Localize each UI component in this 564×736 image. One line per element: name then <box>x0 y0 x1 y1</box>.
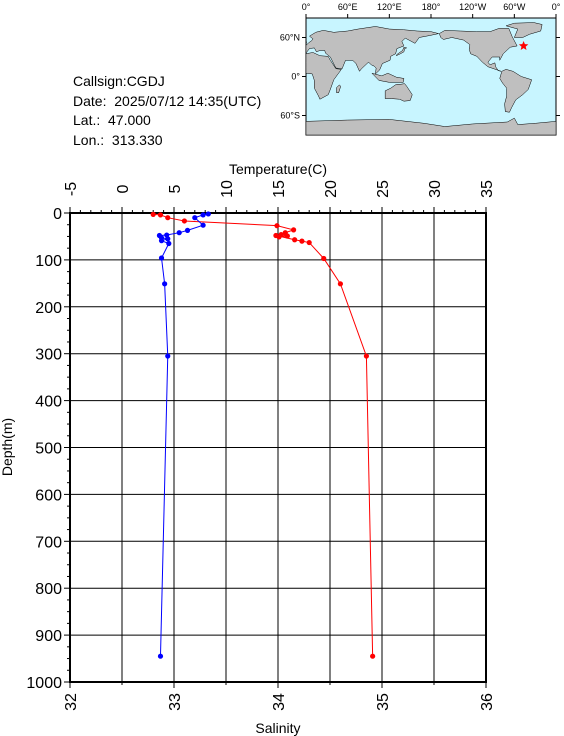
africa-land <box>305 52 342 100</box>
map-lon-label: 180° <box>422 2 441 12</box>
temperature-tick-label: 35 <box>479 180 496 198</box>
depth-tick-label: 900 <box>35 628 62 645</box>
map-lon-label: 0° <box>552 2 561 12</box>
temperature-point <box>165 215 171 221</box>
latitude-text: Lat.: 47.000 <box>73 112 151 128</box>
temperature-tick-label: 5 <box>167 184 184 193</box>
temperature-tick-label: 0 <box>115 184 132 193</box>
temperature-tick-label: 10 <box>219 180 236 198</box>
temperature-tick-label: 20 <box>323 180 340 198</box>
temperature-point <box>284 233 290 239</box>
depth-tick-label: 300 <box>35 347 62 364</box>
salinity-tick-label: 35 <box>375 693 392 711</box>
salinity-tick-label: 36 <box>479 693 496 711</box>
british-isles-land <box>305 38 307 45</box>
south-america-land <box>499 69 533 113</box>
chart-grid <box>69 212 487 683</box>
depth-tick-label: 800 <box>35 581 62 598</box>
map-lat-label: 0° <box>291 72 300 82</box>
temperature-point <box>306 239 312 246</box>
map-lon-label: 0° <box>302 2 311 12</box>
temperature-point <box>299 238 305 244</box>
salinity-point <box>200 212 206 218</box>
map-frame-ticks <box>302 14 560 116</box>
salinity-point <box>166 240 172 247</box>
depth-tick-label: 0 <box>53 206 62 223</box>
temperature-axis-title: Temperature(C) <box>229 161 327 177</box>
antarctica-land <box>305 117 557 136</box>
salinity-axis-title: Salinity <box>255 720 300 736</box>
depth-axis-title: Depth(m) <box>0 418 15 476</box>
station-info: Callsign:CGDJ Date: 2025/07/12 14:35(UTC… <box>73 72 261 150</box>
date-text: Date: 2025/07/12 14:35(UTC) <box>73 92 262 109</box>
temperature-point <box>292 237 298 243</box>
temperature-point <box>273 232 279 239</box>
temperature-point <box>321 255 327 262</box>
indonesia-land <box>371 72 405 83</box>
map-lon-label: 60°W <box>503 2 526 12</box>
temperature-point <box>157 212 164 218</box>
salinity-point <box>157 653 164 659</box>
depth-tick-label: 100 <box>35 253 62 270</box>
salinity-point <box>158 238 165 244</box>
temperature-point <box>363 353 369 359</box>
station-star-icon <box>518 40 529 50</box>
depth-tick-label: 400 <box>35 394 62 411</box>
salinity-point <box>165 353 171 359</box>
australia-land <box>384 83 413 102</box>
depth-tick-label: 200 <box>35 300 62 317</box>
north-america-land <box>439 28 518 72</box>
temperature-tick-label: -5 <box>63 182 80 196</box>
map-land <box>305 22 557 136</box>
depth-tick-label: 700 <box>35 534 62 551</box>
map-lat-label: 60°N <box>280 33 300 43</box>
eurasia-land <box>305 26 439 75</box>
salinity-point <box>176 230 182 236</box>
depth-tick-label: 500 <box>35 441 62 458</box>
temperature-point <box>274 223 280 229</box>
map-lon-label: 60°E <box>338 2 358 12</box>
salinity-tick-label: 34 <box>271 693 288 711</box>
salinity-point <box>205 211 211 217</box>
salinity-point <box>165 236 171 242</box>
longitude-text: Lon.: 313.330 <box>73 131 163 148</box>
temperature-point <box>150 211 156 218</box>
map-labels: 0° 60°E 120°E 180° 120°W 60°W 0° 60°N 0° 60°S <box>280 2 561 121</box>
salinity-point <box>192 215 198 221</box>
map-lon-label: 120°W <box>459 2 487 12</box>
temperature-point <box>181 218 187 224</box>
plot-frame <box>69 212 487 683</box>
temperature-tick-label: 30 <box>427 180 444 198</box>
data-series <box>150 211 376 659</box>
salinity-line <box>158 213 209 657</box>
salinity-point <box>158 255 165 261</box>
depth-tick-label: 600 <box>35 487 62 504</box>
temperature-point <box>337 281 343 287</box>
temperature-point <box>291 227 297 233</box>
callsign-text: Callsign:CGDJ <box>73 73 165 89</box>
salinity-tick-label: 32 <box>63 693 80 711</box>
temperature-point <box>370 653 376 659</box>
depth-tick-label: 1000 <box>26 675 62 692</box>
temperature-line <box>153 213 374 657</box>
temperature-tick-label: 15 <box>271 180 288 198</box>
salinity-point <box>162 281 168 287</box>
japan-land <box>395 46 408 57</box>
temperature-tick-label: 25 <box>375 180 392 198</box>
map-lat-label: 60°S <box>280 111 300 121</box>
map-lon-label: 120°E <box>377 2 402 12</box>
salinity-point <box>184 227 191 233</box>
salinity-point <box>200 222 206 228</box>
madagascar-land <box>336 84 342 93</box>
salinity-tick-label: 33 <box>167 693 184 711</box>
greenland-land <box>505 22 543 38</box>
